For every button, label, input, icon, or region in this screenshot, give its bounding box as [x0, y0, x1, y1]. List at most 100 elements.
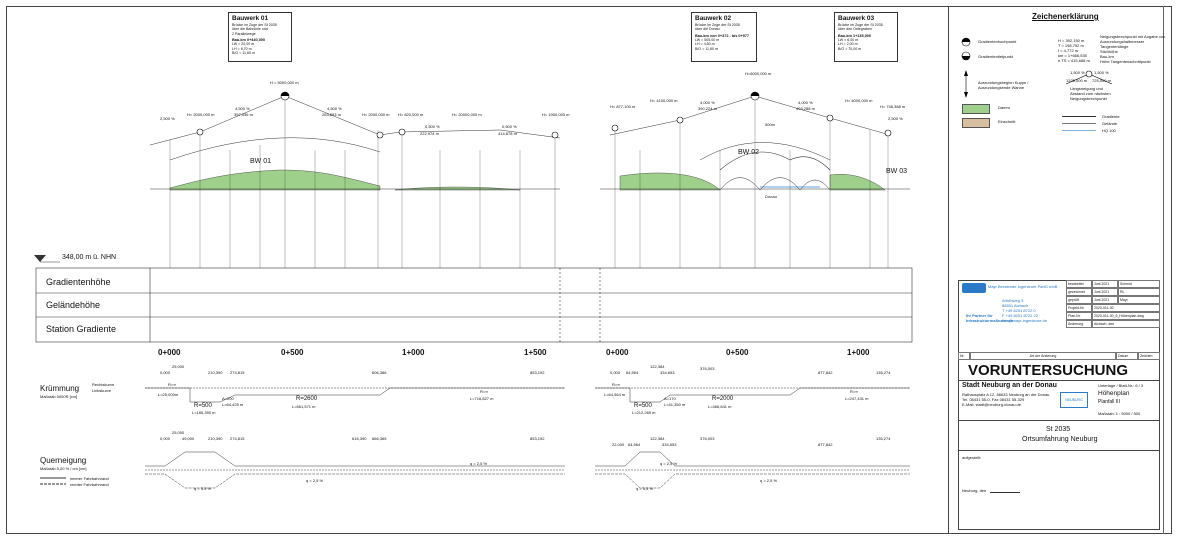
grade-sample: 1325,000 m: [1066, 78, 1088, 83]
station-value: 616,390: [352, 436, 367, 441]
station-value: 877,842: [818, 442, 833, 447]
address-line: info@mayr-ingenieure.de: [1002, 318, 1047, 323]
legend-param-desc: Ausrundungshalbmesser: [1100, 39, 1145, 44]
km-label: 0+000: [606, 348, 629, 357]
bauwerk-02-line: über die Donau: [695, 27, 720, 32]
company-logo: [962, 283, 986, 293]
curve-label: L=185,390 m: [192, 410, 216, 415]
meta-cell: 2020-011-00_6_Höhenplan.dwg: [1092, 312, 1160, 320]
station-value: 606,386: [372, 370, 387, 375]
bauwerk-01-line: 2 Parallelwege: [232, 31, 256, 36]
title-block: [958, 280, 1160, 530]
station-value: 122,384: [650, 436, 665, 441]
signature-line: [990, 492, 1020, 493]
station-value: 853,192: [530, 436, 545, 441]
damm-swatch: [962, 104, 990, 114]
legend-item: Damm: [998, 105, 1010, 110]
change-header: Art der Änderung: [970, 352, 1116, 360]
grade-sample-symbol: [1065, 70, 1113, 85]
curve-label: R=∞: [168, 382, 177, 387]
crest-label: H=6000,000 m: [745, 71, 772, 76]
station-value: 49,000: [182, 436, 195, 441]
road-name: St 2035: [1046, 426, 1071, 433]
length-label: 414,878 m: [498, 131, 517, 136]
meta-cell: geprüft: [1066, 296, 1092, 304]
bauwerk-03-km: Bau-km 1+135,000: [838, 33, 872, 38]
station-value: 0,000: [160, 436, 171, 441]
km-label: 1+000: [847, 348, 870, 357]
bauwerk-01-spec: LH = 6,70 m: [232, 46, 252, 51]
radius-label: H= 2000,000 m: [187, 112, 215, 117]
signed-label: aufgestellt:: [962, 455, 982, 460]
terrain-line-sample: [1062, 123, 1096, 124]
bauwerk-02-spec: B/O = 11,60 m: [695, 46, 719, 51]
drawing-sheet-border: [6, 6, 1172, 534]
bauwerk-03-title: Bauwerk 03: [838, 15, 875, 22]
station-value: 274,815: [230, 370, 245, 375]
bauwerk-01-spec: LW = 20,00 m: [232, 42, 255, 47]
bauwerk-02-line: Brücke im Zuge der St 2035: [695, 23, 740, 27]
station-value: 877,842: [818, 370, 833, 375]
station-value: 64,564: [628, 442, 641, 447]
station-value: 666,365: [372, 436, 387, 441]
station-value: 334,653: [660, 370, 675, 375]
station-value: 25,000: [172, 364, 185, 369]
row-terrain: Geländehöhe: [46, 300, 101, 310]
length-label: 263,893 m: [322, 112, 341, 117]
legend-item: Gelände: [1102, 121, 1118, 126]
meta-cell: Plan-Nr.: [1066, 312, 1092, 320]
profile-drawing: [34, 91, 913, 489]
gradient-line-sample: [1062, 116, 1096, 117]
station-value: 334,653: [662, 442, 677, 447]
kruemmung-subtitle: Maßstab 5000R [cm]: [40, 394, 78, 399]
radius-label: H= 4000,000 m: [845, 98, 873, 103]
legend-param: f = 4,772 m: [1058, 48, 1079, 53]
grade-desc: Abstand zum nächsten: [1070, 91, 1111, 96]
bw03-label: BW 03: [886, 168, 908, 175]
radius-label: H= 877,100 m: [610, 104, 636, 109]
grade-label: 0,500 %: [502, 124, 517, 129]
curve-label: R=∞: [480, 389, 489, 394]
radius-label: H= 2000,000 m: [362, 112, 390, 117]
meta-cell: Mayr: [1118, 296, 1160, 304]
left-turn-label: Linkskurve: [92, 388, 112, 393]
legend-param-desc: Stichhöhe: [1100, 49, 1118, 54]
station-value: 210,390: [208, 436, 223, 441]
divider: [958, 380, 1160, 381]
curve-label: L=64,425 m: [222, 402, 244, 407]
crossfall-label: q = 5,5 %: [194, 486, 212, 491]
meta-cell: gezeichnet: [1066, 288, 1092, 296]
curve-label: L=661,571 m: [292, 404, 316, 409]
length-label: 222,974 m: [420, 131, 439, 136]
project-stage: VORUNTERSUCHUNG: [968, 362, 1129, 379]
legend-param: km = 1+666,535: [1058, 53, 1087, 58]
sheet-info: Unterlage / Blatt-Nr.: 6 / 3: [1098, 383, 1144, 388]
bauwerk-03-spec: LH = 2,00 m: [838, 42, 858, 47]
station-value: 376,003: [700, 366, 715, 371]
grade-label: 4,000 %: [700, 100, 715, 105]
bauwerk-03-line: über den Ostegraben: [838, 27, 872, 32]
bauwerk-01-km: Bau-km 0+440,000: [232, 38, 266, 43]
grade-label: 2,500 %: [160, 116, 175, 121]
curve-label: A=170: [664, 396, 676, 401]
bauwerk-01-title: Bauwerk 01: [232, 15, 269, 22]
legend-item: Gradientenhochpunkt: [978, 39, 1017, 44]
bauwerk-01-box: Bauwerk 01 Brücke im Zuge der St 2035 üb…: [228, 12, 292, 62]
address-line: 86551 Aichach: [1002, 303, 1029, 308]
inner-edge-label: innerer Fahrbahnrand: [70, 476, 109, 481]
station-value: 64,564: [626, 370, 639, 375]
bauwerk-03-box: Bauwerk 03 Brücke im Zuge der St 2035 üb…: [834, 12, 898, 62]
plan-sub: Planfall III: [1098, 399, 1120, 405]
querneigung-title: Querneigung: [40, 456, 87, 465]
curve-label: L=25,000m: [158, 392, 179, 397]
row-station: Station Gradiente: [46, 324, 117, 334]
km-label: 0+000: [158, 348, 181, 357]
km-label: 0+500: [726, 348, 749, 357]
bw02-label: BW 02: [738, 149, 760, 156]
radius-label: H= 4100,000 m: [650, 98, 678, 103]
bauwerk-02-km: Bau-km von 0+372 - bis 0+977: [695, 33, 750, 38]
station-value: 122,384: [650, 364, 665, 369]
address-line: F +49 8251 8722 22: [1002, 313, 1038, 318]
bauwerk-03-spec: B/O = 70,00 m: [838, 46, 862, 51]
legend-item: Gradiententiefpunkt: [978, 54, 1013, 59]
